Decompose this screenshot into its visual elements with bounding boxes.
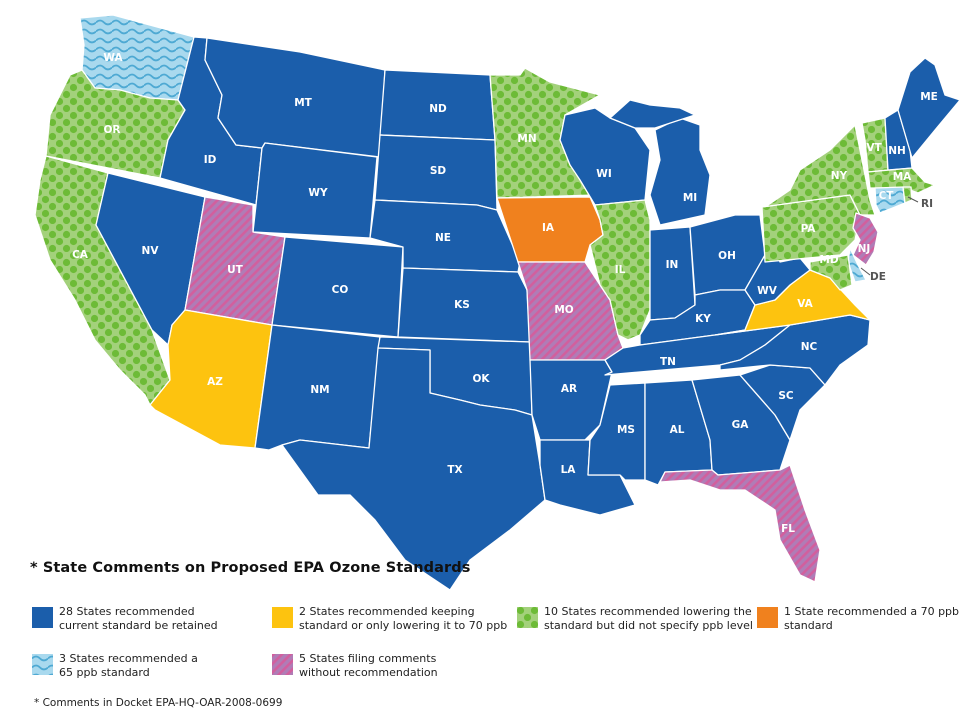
legend-rec-70-line1: 1 State recommended a 70 ppb	[784, 605, 960, 618]
map-title: * State Comments on Proposed EPA Ozone S…	[30, 560, 471, 576]
state-ct	[874, 186, 906, 214]
label-wa: WA	[103, 52, 123, 64]
leader-ri	[907, 196, 919, 203]
label-al: AL	[670, 424, 685, 436]
state-tx	[281, 347, 546, 591]
footnote: * Comments in Docket EPA-HQ-OAR-2008-069…	[34, 697, 283, 709]
label-il: IL	[615, 264, 626, 276]
legend-item-keep-or-70: 2 States recommended keeping standard or…	[272, 605, 507, 633]
legend-keep-or-70-line2: standard or only lowering it to 70 ppb	[299, 619, 508, 632]
legend-retained-line1: 28 States recommended	[59, 605, 195, 618]
label-az: AZ	[207, 376, 223, 388]
state-nj	[852, 212, 879, 266]
legend-keep-or-70-line1: 2 States recommended keeping	[299, 605, 475, 618]
label-ia: IA	[542, 222, 555, 234]
legend-rec-65-line2: 65 ppb standard	[59, 666, 150, 679]
label-nv: NV	[142, 245, 160, 257]
state-md	[809, 254, 853, 291]
label-nm: NM	[310, 384, 329, 396]
legend-item-rec-70: 1 State recommended a 70 ppb standard	[757, 605, 959, 633]
label-tn: TN	[660, 356, 676, 368]
label-wy: WY	[308, 187, 328, 199]
label-nj: NJ	[858, 243, 871, 255]
legend-swatch-rec-70	[757, 607, 778, 628]
label-co: CO	[332, 284, 349, 296]
legend-swatch-retained	[32, 607, 53, 628]
label-ct: CT	[879, 190, 895, 202]
state-nh	[884, 109, 913, 171]
label-ok: OK	[472, 373, 490, 385]
label-la: LA	[561, 464, 577, 476]
legend-rec-65-line1: 3 States recommended a	[59, 652, 198, 665]
label-ca: CA	[72, 249, 89, 261]
state-ny	[761, 124, 876, 216]
us-map: WA OR CA ID NV MT WY UT AZ CO NM ND SD N…	[34, 14, 961, 591]
label-tx: TX	[447, 464, 462, 476]
state-me	[897, 57, 961, 159]
legend-lower-unspecified-line1: 10 States recommended lowering the	[544, 605, 752, 618]
label-ks: KS	[454, 299, 470, 311]
state-il	[589, 199, 651, 341]
label-id: ID	[204, 154, 217, 166]
label-mo: MO	[554, 304, 573, 316]
label-nd: ND	[429, 103, 447, 115]
label-ms: MS	[617, 424, 635, 436]
label-ar: AR	[561, 383, 577, 395]
label-wv: WV	[757, 285, 778, 297]
label-ky: KY	[695, 313, 711, 325]
label-in: IN	[666, 259, 679, 271]
state-wi	[559, 107, 651, 206]
legend-retained-line2: current standard be retained	[59, 619, 218, 632]
state-ri	[902, 186, 913, 204]
label-de: DE	[870, 271, 886, 283]
label-vt: VT	[866, 142, 882, 154]
label-ga: GA	[732, 419, 750, 431]
legend-item-rec-65: 3 States recommended a 65 ppb standard	[32, 652, 198, 680]
label-nh: NH	[888, 145, 906, 157]
state-in	[649, 226, 696, 321]
label-nc: NC	[801, 341, 818, 353]
legend-swatch-rec-65	[32, 654, 53, 675]
state-wa	[79, 14, 195, 101]
label-sd: SD	[430, 165, 447, 177]
legend-item-retained: 28 States recommended current standard b…	[32, 605, 218, 633]
label-md: MD	[819, 254, 838, 266]
leader-de	[860, 267, 871, 276]
legend-lower-unspecified-line2: standard but did not specify ppb level	[544, 619, 753, 632]
legend-item-lower-unspecified: 10 States recommended lowering the stand…	[517, 605, 753, 633]
state-fl	[659, 464, 821, 583]
label-mi: MI	[683, 192, 697, 204]
label-or: OR	[103, 124, 120, 136]
label-me: ME	[920, 91, 938, 103]
label-fl: FL	[781, 523, 795, 535]
label-ne: NE	[435, 232, 451, 244]
label-mn: MN	[517, 133, 536, 145]
state-mo	[517, 261, 624, 361]
label-ri: RI	[921, 198, 933, 210]
state-mi-up	[609, 99, 696, 129]
legend-swatch-no-rec	[272, 654, 293, 675]
label-ma: MA	[893, 171, 912, 183]
legend-no-rec-line2: without recommendation	[299, 666, 438, 679]
label-oh: OH	[718, 250, 736, 262]
label-mt: MT	[294, 97, 312, 109]
label-wi: WI	[596, 168, 612, 180]
label-ut: UT	[227, 264, 244, 276]
legend-no-rec-line1: 5 States filing comments	[299, 652, 437, 665]
legend-item-no-rec: 5 States filing comments without recomme…	[272, 652, 438, 680]
label-pa: PA	[801, 223, 817, 235]
label-ny: NY	[831, 170, 848, 182]
label-sc: SC	[778, 390, 794, 402]
legend-swatch-lower-unspecified	[517, 607, 538, 628]
label-va: VA	[797, 298, 813, 310]
legend-rec-70-line2: standard	[784, 619, 833, 632]
legend-swatch-keep-or-70	[272, 607, 293, 628]
state-mi	[649, 117, 711, 226]
